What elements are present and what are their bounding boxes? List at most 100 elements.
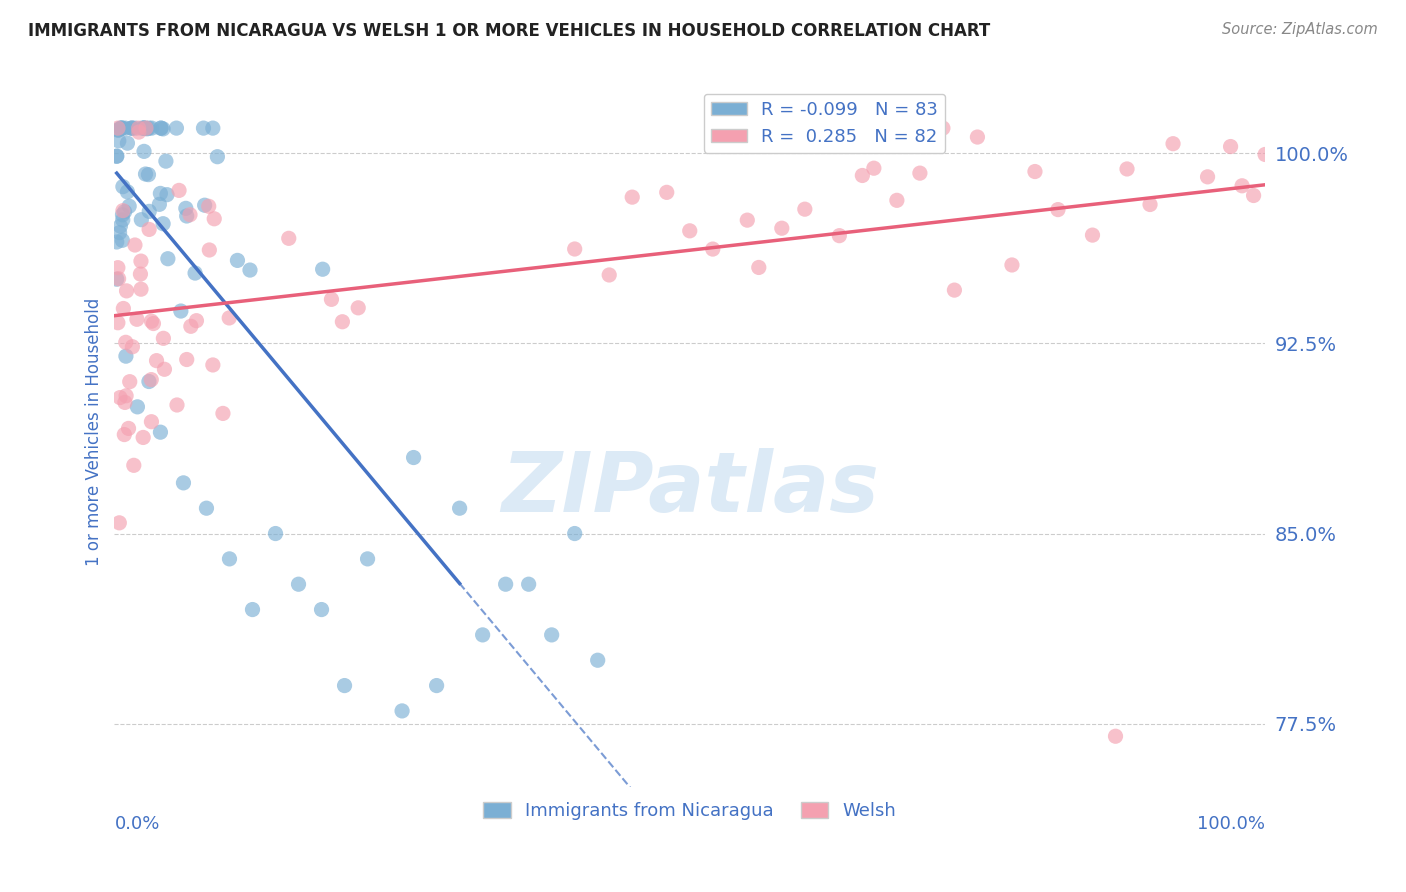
Point [1081, 228, 1104, 243]
Point [201, 121, 224, 136]
Point [391, 704, 413, 718]
Point [141, 314, 163, 328]
Point [517, 577, 540, 591]
Point [128, 121, 150, 136]
Point [1219, 139, 1241, 153]
Point [107, 316, 129, 330]
Point [105, 235, 128, 249]
Point [218, 310, 240, 325]
Point [149, 425, 172, 440]
Point [966, 130, 988, 145]
Point [1197, 169, 1219, 184]
Point [124, 121, 146, 136]
Point [1046, 202, 1069, 217]
Point [136, 121, 159, 136]
Point [793, 202, 815, 217]
Point [356, 552, 378, 566]
Point [449, 501, 471, 516]
Point [111, 121, 134, 136]
Point [426, 679, 449, 693]
Point [679, 224, 702, 238]
Legend: Immigrants from Nicaragua, Welsh: Immigrants from Nicaragua, Welsh [477, 795, 903, 828]
Point [107, 260, 129, 275]
Point [586, 653, 609, 667]
Point [118, 199, 141, 213]
Point [138, 121, 160, 136]
Point [114, 121, 136, 136]
Point [735, 213, 758, 227]
Point [1116, 161, 1139, 176]
Point [540, 628, 562, 642]
Point [197, 199, 219, 213]
Point [131, 212, 153, 227]
Point [125, 312, 148, 326]
Point [138, 168, 160, 182]
Text: Source: ZipAtlas.com: Source: ZipAtlas.com [1222, 22, 1378, 37]
Point [132, 121, 155, 136]
Point [107, 272, 129, 286]
Point [193, 121, 215, 136]
Point [138, 375, 160, 389]
Point [127, 400, 149, 414]
Point [114, 204, 136, 219]
Point [277, 231, 299, 245]
Point [226, 253, 249, 268]
Text: IMMIGRANTS FROM NICARAGUA VS WELSH 1 OR MORE VEHICLES IN HOUSEHOLD CORRELATION C: IMMIGRANTS FROM NICARAGUA VS WELSH 1 OR … [28, 22, 990, 40]
Point [108, 516, 131, 530]
Point [110, 121, 132, 136]
Point [141, 415, 163, 429]
Point [132, 430, 155, 444]
Point [107, 123, 129, 137]
Point [118, 375, 141, 389]
Point [117, 185, 139, 199]
Point [180, 319, 202, 334]
Point [135, 121, 157, 136]
Point [132, 121, 155, 136]
Point [111, 203, 134, 218]
Point [156, 187, 179, 202]
Point [186, 314, 208, 328]
Point [198, 243, 221, 257]
Text: ZIPatlas: ZIPatlas [501, 449, 879, 530]
Point [129, 254, 152, 268]
Point [105, 272, 128, 286]
Point [149, 186, 172, 201]
Y-axis label: 1 or more Vehicles in Household: 1 or more Vehicles in Household [86, 298, 103, 566]
Point [218, 552, 240, 566]
Point [156, 252, 179, 266]
Point [817, 121, 839, 136]
Point [184, 266, 207, 280]
Point [311, 602, 333, 616]
Point [111, 213, 134, 227]
Point [172, 475, 194, 490]
Point [176, 209, 198, 223]
Point [129, 282, 152, 296]
Point [138, 204, 160, 219]
Point [110, 219, 132, 233]
Point [112, 301, 135, 316]
Point [135, 121, 157, 136]
Point [1139, 197, 1161, 211]
Point [564, 242, 586, 256]
Point [908, 166, 931, 180]
Point [176, 352, 198, 367]
Point [207, 150, 229, 164]
Point [201, 358, 224, 372]
Point [145, 353, 167, 368]
Point [1104, 729, 1126, 743]
Point [111, 179, 134, 194]
Point [112, 427, 135, 442]
Point [115, 284, 138, 298]
Point [165, 121, 187, 136]
Point [166, 398, 188, 412]
Point [655, 186, 678, 200]
Point [167, 183, 190, 197]
Point [122, 458, 145, 473]
Point [132, 145, 155, 159]
Point [851, 169, 873, 183]
Point [121, 340, 143, 354]
Point [117, 136, 139, 151]
Point [495, 577, 517, 591]
Point [124, 238, 146, 252]
Point [195, 501, 218, 516]
